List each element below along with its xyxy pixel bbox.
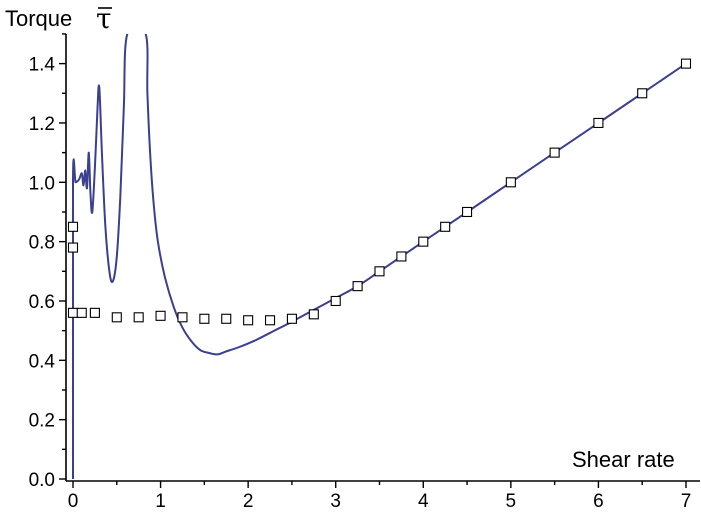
data-point-square [330,295,341,307]
data-point-square [680,58,692,69]
x-axis-label: Shear rate [572,447,675,472]
data-point-square [505,177,516,188]
data-point-square [637,88,648,99]
x-tick-label: 6 [593,491,604,512]
data-point-square [396,251,407,262]
data-point-square [418,236,429,247]
data-point-square [67,221,79,232]
x-tick-label: 0 [68,491,79,512]
data-point-square [76,307,87,318]
y-tick-label: 0.8 [29,233,55,254]
series-layer [67,34,692,479]
x-tick-label: 7 [681,491,692,512]
data-point-square [199,313,210,324]
x-axis-ticks: 0 1 2 3 4 5 6 7 [68,481,692,512]
x-tick-label: 3 [330,491,341,512]
y-tick-label: 1.2 [29,114,55,135]
data-point-square [177,312,188,323]
data-point-square [549,147,560,158]
y-tick-label: 0.6 [29,292,55,313]
data-point-square [67,307,79,318]
x-tick-label: 2 [243,491,254,512]
data-point-square [462,206,473,218]
y-tick-label: 0.0 [29,470,55,491]
data-point-square [308,309,319,320]
y-tick-label: 1.4 [29,55,56,76]
y-tick-label: 0.2 [29,411,55,432]
y-axis-title: Torque τ [5,2,112,35]
data-point-square [67,242,79,253]
x-tick-label: 1 [155,491,166,512]
x-tick-label: 4 [418,491,429,512]
data-point-square [374,266,385,277]
data-point-square [440,221,451,232]
data-point-square [243,315,254,326]
y-axis-ticks: 0.0 0.2 0.4 0.6 0.8 1.0 1.2 1.4 [29,33,66,491]
data-point-square [264,315,276,326]
y-tick-label: 0.4 [29,351,56,372]
y-axis-symbol: τ [96,2,112,35]
data-point-square [352,281,363,292]
data-point-square [286,313,297,324]
data-point-square [155,310,166,321]
y-axis-label: Torque [5,6,72,31]
y-tick-label: 1.0 [29,173,55,194]
data-point-square [133,312,144,323]
x-tick-label: 5 [506,491,517,512]
data-point-square [593,117,604,129]
data-point-square [111,312,122,323]
data-point-square [89,307,100,318]
data-point-square [221,313,232,324]
torque-curve [72,34,687,479]
